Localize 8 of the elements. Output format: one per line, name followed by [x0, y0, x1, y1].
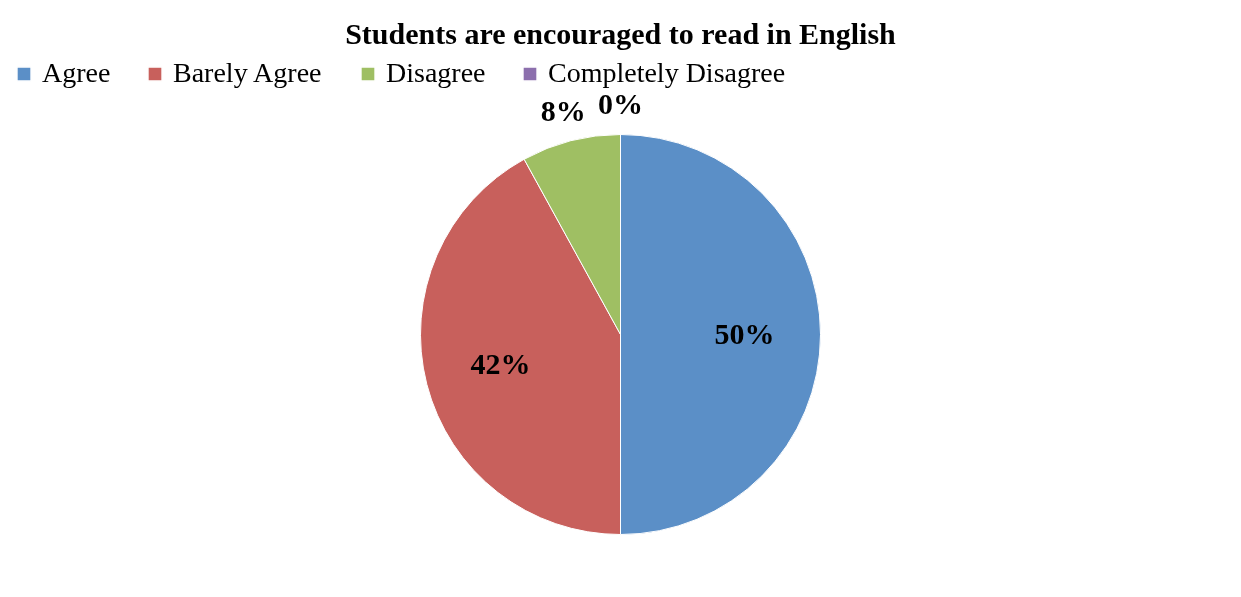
chart-title: Students are encouraged to read in English [345, 17, 897, 50]
data-label: 42% [470, 347, 531, 381]
legend-label: Barely Agree [173, 57, 322, 88]
data-label: 50% [714, 316, 775, 350]
legend-label: Disagree [386, 57, 486, 88]
data-label: 8% [540, 93, 586, 127]
legend-label: Agree [42, 57, 111, 88]
legend-label: Completely Disagree [548, 57, 786, 88]
